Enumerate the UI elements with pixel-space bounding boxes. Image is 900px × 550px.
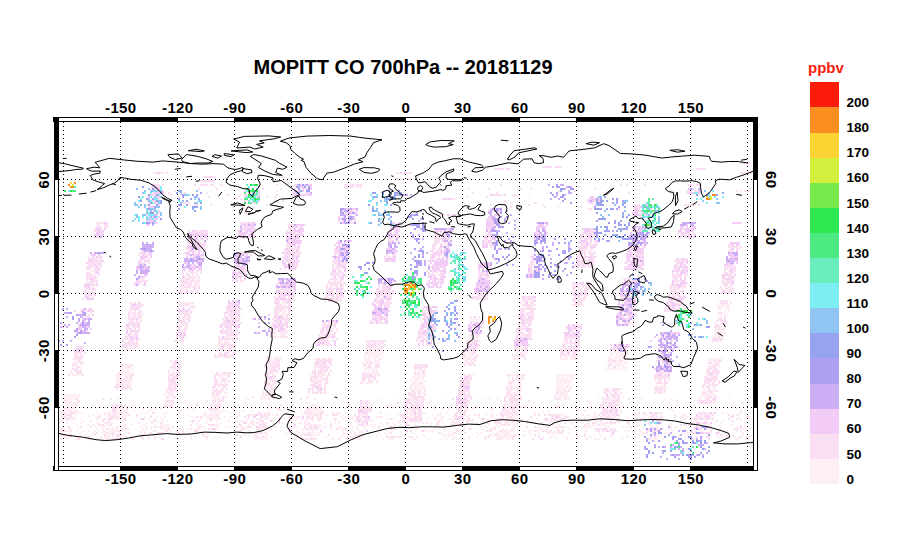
svg-text:130: 130 <box>847 246 870 261</box>
svg-text:MOPITT CO 700hPa -- 20181129: MOPITT CO 700hPa -- 20181129 <box>253 56 552 78</box>
svg-text:-90: -90 <box>223 99 246 116</box>
svg-text:90: 90 <box>568 470 586 487</box>
svg-text:150: 150 <box>847 196 870 211</box>
svg-text:70: 70 <box>847 396 862 411</box>
svg-text:120: 120 <box>621 99 647 116</box>
svg-text:-150: -150 <box>105 470 137 487</box>
svg-text:60: 60 <box>511 99 529 116</box>
svg-text:-60: -60 <box>763 396 780 419</box>
svg-text:150: 150 <box>678 99 704 116</box>
svg-text:-150: -150 <box>105 99 137 116</box>
svg-text:90: 90 <box>847 346 862 361</box>
svg-text:-30: -30 <box>763 339 780 362</box>
svg-text:90: 90 <box>568 99 586 116</box>
svg-text:-60: -60 <box>280 470 303 487</box>
svg-text:-120: -120 <box>162 470 194 487</box>
svg-text:0: 0 <box>763 289 780 298</box>
svg-text:30: 30 <box>454 470 472 487</box>
svg-text:ppbv: ppbv <box>808 59 844 76</box>
svg-text:180: 180 <box>847 120 870 135</box>
svg-text:200: 200 <box>847 95 870 110</box>
svg-text:110: 110 <box>847 296 869 311</box>
svg-text:30: 30 <box>763 228 780 246</box>
svg-text:30: 30 <box>454 99 472 116</box>
svg-text:0: 0 <box>401 99 410 116</box>
svg-text:60: 60 <box>35 171 52 189</box>
svg-text:-60: -60 <box>280 99 303 116</box>
svg-text:120: 120 <box>847 271 870 286</box>
svg-text:-90: -90 <box>223 470 246 487</box>
svg-text:-60: -60 <box>35 396 52 419</box>
svg-text:30: 30 <box>35 228 52 246</box>
svg-text:60: 60 <box>763 171 780 189</box>
svg-text:60: 60 <box>847 421 862 436</box>
svg-text:50: 50 <box>847 447 862 462</box>
svg-text:140: 140 <box>847 221 870 236</box>
svg-text:-30: -30 <box>337 99 360 116</box>
svg-text:0: 0 <box>35 289 52 298</box>
svg-text:100: 100 <box>847 321 870 336</box>
svg-text:0: 0 <box>401 470 410 487</box>
svg-text:80: 80 <box>847 371 862 386</box>
svg-text:0: 0 <box>847 472 855 487</box>
svg-text:60: 60 <box>511 470 529 487</box>
svg-text:120: 120 <box>621 470 647 487</box>
svg-text:-30: -30 <box>35 339 52 362</box>
svg-text:160: 160 <box>847 170 870 185</box>
svg-text:-120: -120 <box>162 99 194 116</box>
svg-text:170: 170 <box>847 145 870 160</box>
svg-text:-30: -30 <box>337 470 360 487</box>
svg-text:150: 150 <box>678 470 704 487</box>
